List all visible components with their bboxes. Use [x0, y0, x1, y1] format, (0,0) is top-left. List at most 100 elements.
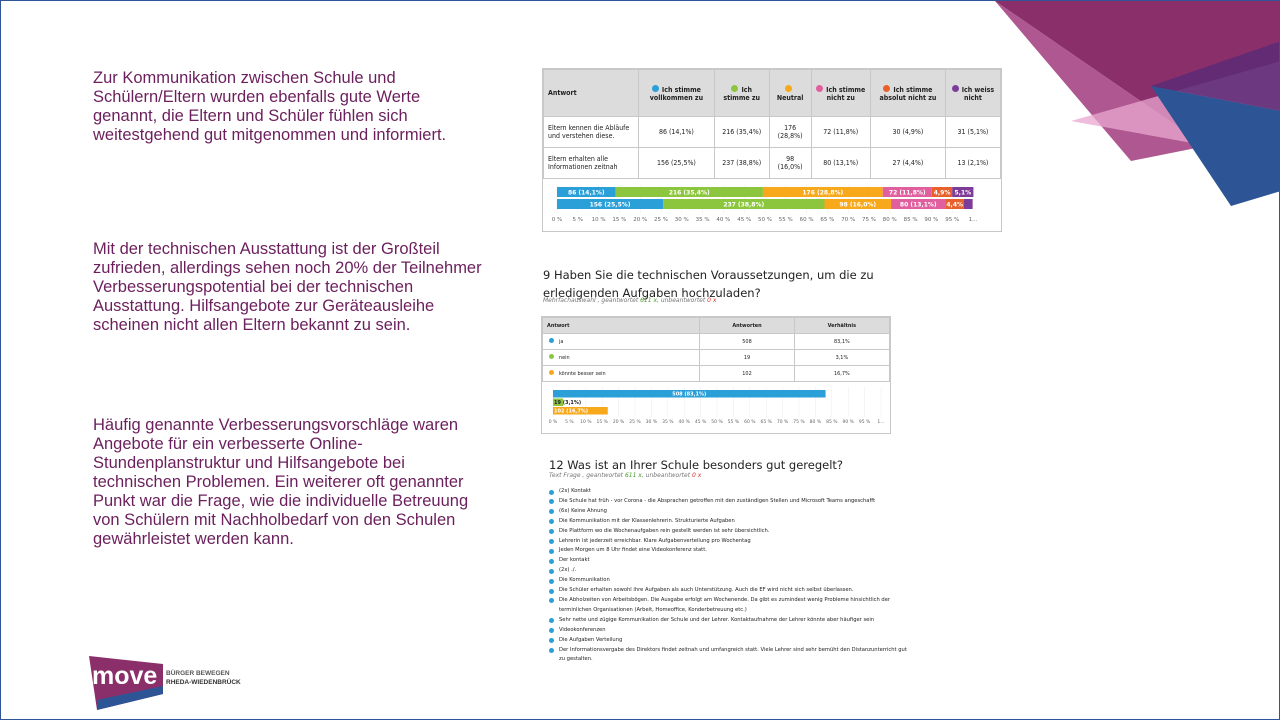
- x-tick-label: 10 %: [580, 419, 592, 425]
- value-label: 156 (25,5%): [590, 201, 631, 208]
- x-tick-label: 55 %: [779, 217, 793, 223]
- question-title: 12 Was ist an Ihrer Schule besonders gut…: [549, 458, 844, 472]
- value-label: 98 (16,0%): [839, 201, 876, 208]
- value-label: 19 (3,1%): [554, 400, 581, 406]
- question-meta: Mehrfachauswahl , geantwortet 611 x, unb…: [543, 297, 716, 304]
- table-cell: 16,7%: [793, 365, 891, 382]
- x-tick-label: 95 %: [945, 217, 959, 223]
- value-label: 508 (83,1%): [672, 392, 706, 398]
- logo-word: move: [92, 662, 158, 690]
- value-label: 216 (35,4%): [669, 189, 710, 196]
- header-cell: Ich stimme vollkommen zu: [638, 69, 715, 117]
- cell-text: nein: [559, 355, 570, 361]
- value-label: 4,4%: [946, 201, 963, 208]
- answer-item: (2x) ./.: [548, 566, 908, 576]
- header-text: Ich weiss nicht: [961, 85, 995, 102]
- x-tick-label: 30 %: [675, 217, 689, 223]
- x-tick-label: 55 %: [728, 419, 740, 425]
- x-tick-label: 5 %: [573, 217, 583, 223]
- x-tick-label: 40 %: [678, 419, 690, 425]
- cell-text: könnte besser sein: [559, 371, 606, 377]
- logo-line: RHEDA-WIEDENBRÜCK: [166, 679, 241, 686]
- x-tick-label: 50 %: [711, 419, 723, 425]
- cell-text: 508: [742, 338, 752, 345]
- header-row: Antwort Antworten Verhältnis: [541, 317, 891, 334]
- table-cell: 83,1%: [793, 333, 891, 350]
- answer-item: Der kontakt: [548, 556, 908, 566]
- x-tick-label: 30 %: [646, 419, 658, 425]
- x-tick-label: 75 %: [793, 419, 805, 425]
- legend-dot: [651, 84, 659, 92]
- value-label: 5,1%: [954, 189, 971, 196]
- answer-item: Lehrerin ist jederzeit erreichbar. Klare…: [548, 537, 908, 547]
- table-cell: 156 (25,5%): [638, 147, 715, 179]
- meta-part: 0 x: [707, 297, 717, 304]
- header-text: Ich stimme absolut nicht zu: [879, 85, 937, 102]
- x-tick-label: 15 %: [612, 217, 626, 223]
- cell-text: 16,7%: [834, 370, 850, 377]
- x-tick-label: 0 %: [549, 419, 558, 425]
- paragraph: Häufig genannte Verbesserungsvorschläge …: [93, 416, 469, 548]
- cell-text: 102: [742, 370, 752, 377]
- value-label: 80 (13,1%): [900, 201, 937, 208]
- legend-dot: [549, 354, 554, 359]
- header-cell: Verhältnis: [793, 317, 891, 334]
- header-cell: Neutral: [768, 69, 812, 117]
- question-meta: Text Frage , geantwortet 611 x, unbeantw…: [549, 472, 701, 479]
- bar-segment: [945, 199, 964, 209]
- meta-part: 611 x: [624, 472, 642, 479]
- meta-part: Text Frage , geantwortet: [549, 472, 625, 479]
- answer-item: Die Kommunikation: [548, 576, 908, 586]
- legend-dot: [785, 84, 793, 92]
- meta-part: 0 x: [691, 472, 702, 479]
- bar-segment: [663, 199, 825, 209]
- legend-dot: [731, 84, 739, 92]
- header-cell: Antworten: [699, 317, 795, 334]
- question-title: 9 Haben Sie die technischen Voraussetzun…: [543, 268, 874, 300]
- x-tick-label: 1...: [877, 419, 884, 425]
- x-tick-label: 85 %: [826, 419, 838, 425]
- x-tick-label: 20 %: [633, 217, 647, 223]
- header-text: Ich stimme vollkommen zu: [649, 85, 704, 102]
- table-cell: 19: [699, 349, 795, 366]
- table-cell: Eltern erhalten alle Informationen zeitn…: [542, 147, 640, 179]
- value-label: 176 (28,8%): [802, 189, 843, 196]
- x-tick-label: 75 %: [862, 217, 876, 223]
- answer-item: (2x) Kontakt: [548, 487, 908, 497]
- meta-part: , unbeantwortet: [641, 472, 692, 479]
- table-cell: 27 (4,4%): [869, 147, 946, 179]
- bar: [553, 407, 608, 415]
- cell-text: 3,1%: [835, 354, 849, 361]
- answer-item: Die Abholzeiten von Arbeitsbögen. Die Au…: [548, 596, 908, 616]
- x-tick-label: 45 %: [737, 217, 751, 223]
- bar-segment: [824, 199, 892, 209]
- header-cell: Ich stimme zu: [713, 69, 770, 117]
- bar-segment: [931, 187, 953, 197]
- answer-list: (2x) Kontakt Die Schule hat früh - vor Co…: [548, 487, 908, 665]
- x-tick-label: 35 %: [662, 419, 674, 425]
- header-cell: Ich weiss nicht: [944, 69, 1002, 117]
- answer-item: (6x) Keine Ahnung: [548, 507, 908, 517]
- answer-item: Die Plattform wo die Wochenaufgaben rein…: [548, 527, 908, 537]
- stacked-bar-chart: 0 % 5 % 10 % 15 % 20 % 25 % 30 % 35 % 40 % 45 % 50…: [552, 185, 978, 223]
- bar-segment: [882, 187, 932, 197]
- table-cell: könnte besser sein: [541, 365, 701, 382]
- logo-shape: [89, 656, 163, 710]
- survey-card: Antwort Ich stimme vollkommen zu Ich stimm…: [542, 68, 1002, 232]
- table-cell: 86 (14,1%): [638, 116, 715, 148]
- x-tick-label: 0 %: [552, 217, 562, 223]
- cell-text: 19: [743, 354, 751, 361]
- bar-segment: [963, 199, 973, 209]
- answer-item: Sehr nette und zügige Kommunikation der …: [548, 616, 908, 626]
- table-cell: 102: [699, 365, 795, 382]
- table-row: Eltern kennen die Abläufe und verstehen …: [542, 116, 1002, 148]
- answer-item: Videokonferenzen: [548, 626, 908, 636]
- answer-item: Die Aufgaben Verteilung: [548, 636, 908, 646]
- survey-card: Antwort Antworten Verhältnis ja 508 83,1% nein…: [541, 316, 891, 434]
- x-tick-label: 1...: [969, 217, 978, 223]
- x-tick-label: 15 %: [596, 419, 608, 425]
- table-cell: 98 (16,0%): [768, 147, 812, 179]
- table-row: könnte besser sein 102 16,7%: [541, 365, 891, 382]
